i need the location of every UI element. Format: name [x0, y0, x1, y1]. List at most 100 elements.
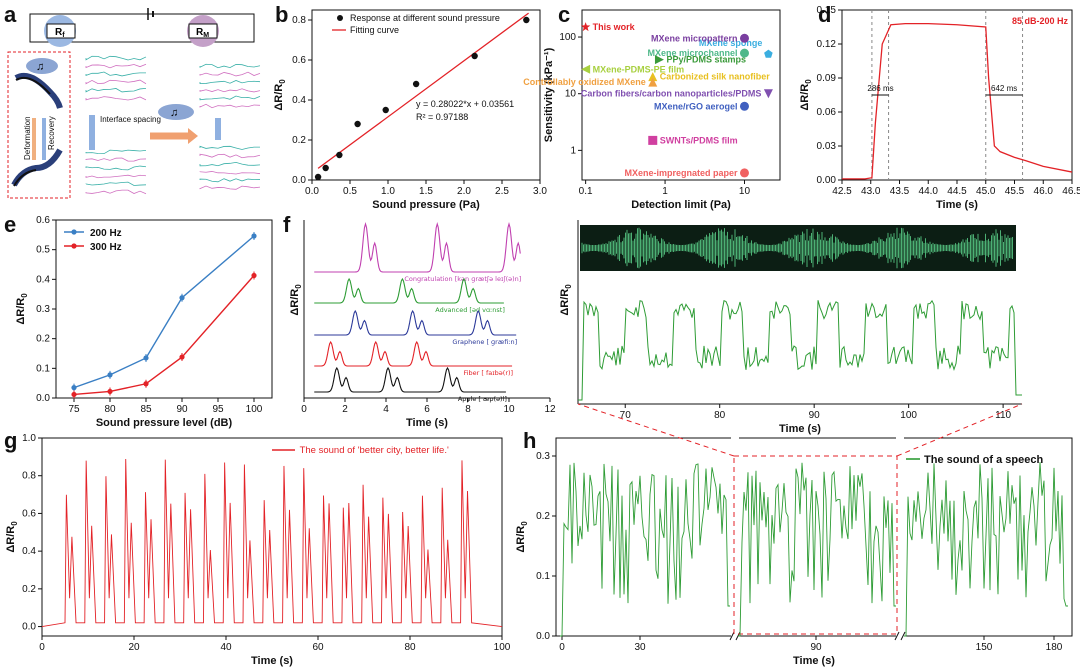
mesh-right-bottom-strand: [199, 145, 261, 150]
panel-label-h: h: [523, 428, 536, 453]
mesh-right-top-strand: [199, 103, 261, 109]
word-response-line: [314, 340, 513, 367]
sound-bubble-a: [26, 58, 58, 74]
plot-b-frame: [311, 9, 541, 181]
series-line-e: [73, 235, 255, 389]
d-x-tick-label: 43.0: [861, 186, 881, 197]
marker-tri-up: [648, 72, 658, 82]
h-x-tick-label: 150: [976, 642, 993, 653]
e-y-tick-label: 0.2: [36, 334, 50, 345]
word-response-line: [314, 366, 506, 393]
equation-b: y = 0.28022*x + 0.03561: [416, 99, 514, 109]
d-y-tick-label: 0.09: [817, 73, 837, 84]
e-x-tick-label: 85: [140, 404, 152, 415]
y-axis-label-e: ΔR/R0: [15, 293, 29, 325]
fiber-bottom: [11, 148, 63, 187]
b-x-tick-label: 0.0: [305, 186, 319, 197]
marker-circle: [739, 33, 749, 43]
speech-trace-h: [560, 462, 730, 637]
word-response-line: [314, 277, 504, 304]
mesh-top-strand: [85, 96, 147, 101]
sound-bubble-b: [158, 104, 194, 120]
c-y-tick-label: 10: [565, 89, 577, 100]
x-axis-label-f-right: Time (s): [779, 423, 821, 435]
g-x-tick-label: 0: [39, 642, 45, 653]
mesh-top-strand: [85, 87, 147, 93]
fiber-detail-box: [7, 51, 71, 199]
d-y-tick-label: 0.03: [817, 141, 837, 152]
b-x-tick-label: 1.5: [419, 186, 433, 197]
f-x-tick-label: 6: [424, 404, 430, 415]
mesh-right-top-strand: [199, 88, 261, 93]
b-y-tick-label: 0.8: [292, 15, 306, 26]
interface-spacing-text: Interface spacing: [100, 115, 161, 124]
mesh-top-strand: [85, 63, 147, 69]
marker-tri-up: [648, 77, 658, 87]
e-y-tick-label: 0.3: [36, 304, 50, 315]
x-axis-label-b: Sound pressure (Pa): [372, 199, 480, 211]
d-x-tick-label: 44.0: [919, 186, 939, 197]
label-controllably-oxidized-mxene: Controllably oxidized MXene: [523, 77, 646, 87]
panel-g: g 0 20 40 60 80 100 0.0 0.2 0.4 0.6 0.8 1.0 Time (s)…: [4, 428, 511, 667]
c-y-tick-label: 100: [559, 32, 576, 43]
speech-trace-g: [41, 458, 503, 628]
panel-d: d 42.5 43.0 43.5 44.0 44.5 45.0 45.5 46.0 46.5 0.…: [799, 2, 1080, 211]
x-axis-label-c: Detection limit (Pa): [631, 199, 731, 211]
word-response-line: [314, 222, 521, 273]
g-x-tick-label: 40: [220, 642, 232, 653]
axis-break-mark: [729, 631, 735, 641]
mesh-top-strand: [85, 71, 147, 77]
zoom-box-h: [733, 455, 898, 635]
panel-e: e 75 80 85 90 95 100 0.0 0.1 0.2 0.3 0.4 0.5 0.6 Soun…: [4, 212, 273, 429]
panel-label-b: b: [275, 2, 288, 27]
y-axis-label-f-right: ΔR/R0: [559, 284, 573, 316]
mesh-bottom-strand: [85, 165, 147, 171]
f-x-tick-label: 12: [544, 404, 556, 415]
g-y-tick-label: 0.6: [22, 508, 36, 519]
data-point-b: [523, 16, 530, 24]
panel-h: h 0.0 0.1 0.2 0.3 0 30 90 150 180 Time (s) ΔR/R0 Th…: [515, 428, 1073, 667]
g-x-tick-label: 100: [494, 642, 511, 653]
data-point-b: [382, 106, 389, 114]
d-y-tick-label: 0.12: [817, 39, 837, 50]
panel-label-c: c: [558, 2, 570, 27]
mesh-right-top-strand: [199, 63, 261, 69]
f-x-tick-label: 2: [342, 404, 348, 415]
b-x-tick-label: 2.0: [457, 186, 471, 197]
music-note-icon-2: ♫: [170, 107, 178, 119]
legend-text-h: The sound of a speech: [924, 454, 1043, 466]
circuit-wire: [29, 13, 255, 43]
mxene-layer-mesh: [85, 55, 261, 195]
music-note-icon: ♫: [36, 61, 44, 73]
panel-label-a: a: [4, 2, 17, 27]
plot-c-frame: [581, 9, 781, 181]
rf-label: Rf: [55, 27, 65, 39]
mesh-right-top-strand: [199, 71, 261, 77]
d-y-tick-label: 0.06: [817, 107, 837, 118]
axis-break-mark: [900, 631, 906, 641]
axis-break-bottom: [731, 633, 739, 639]
label-ppy-pdms-stamps: PPy/PDMS stamps: [666, 55, 746, 65]
speech-trace-h: [904, 462, 1068, 637]
panel-label-d: d: [818, 2, 831, 27]
e-x-tick-label: 90: [176, 404, 188, 415]
legend-text-e: 300 Hz: [90, 242, 122, 253]
label-carbon-fibers-carbon-nanoparticles-pdms: Carbon fibers/carbon nanoparticles/PDMS: [581, 89, 762, 99]
label-this-work: This work: [593, 22, 636, 32]
plot-e-frame: [55, 219, 273, 399]
h-x-tick-label: 90: [810, 642, 822, 653]
plot-h-frame: [555, 437, 1073, 637]
panel-label-g: g: [4, 428, 17, 453]
annot-d2: 642 ms: [991, 84, 1017, 93]
marker-circle: [739, 101, 749, 111]
h-y-tick-label: 0.1: [536, 571, 550, 582]
x-axis-label-e: Sound pressure level (dB): [96, 417, 233, 429]
b-x-tick-label: 3.0: [533, 186, 547, 197]
b-x-tick-label: 1.0: [381, 186, 395, 197]
f-right-x-tick-label: 100: [900, 410, 917, 421]
c-x-tick-label: 0.1: [579, 186, 593, 197]
series-line-d: [842, 22, 1073, 180]
f-x-tick-label: 0: [301, 404, 307, 415]
marker-star: [580, 22, 591, 32]
deformation-text: Deformation: [23, 116, 32, 160]
